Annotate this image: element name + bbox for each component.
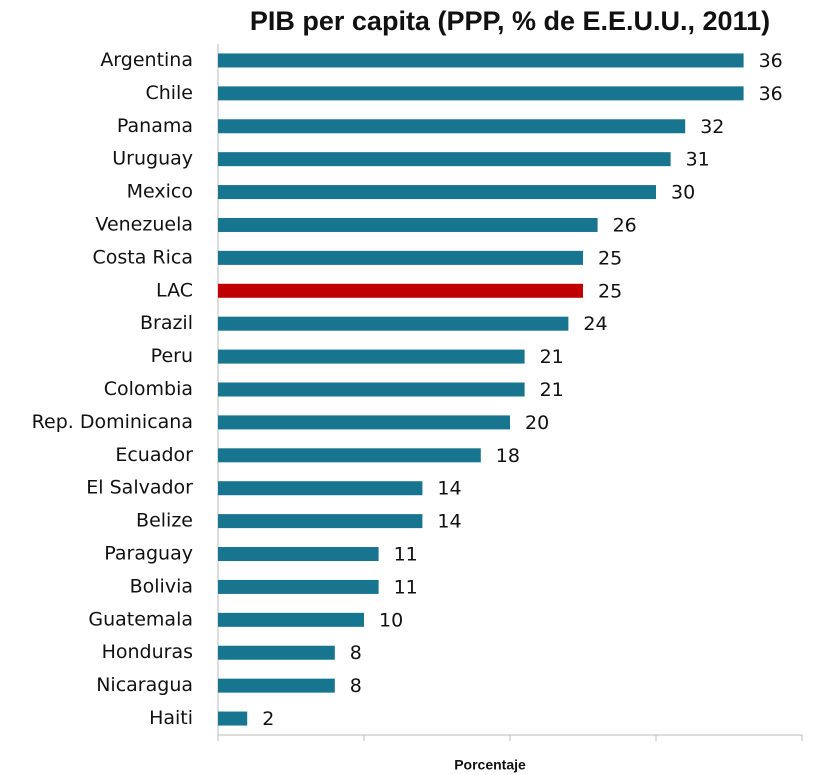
bar	[218, 612, 364, 627]
value-label: 36	[759, 50, 783, 72]
y-tick-label: Uruguay	[112, 148, 193, 170]
bar	[218, 448, 481, 463]
value-label: 10	[379, 609, 403, 631]
bar	[218, 415, 510, 430]
bar	[218, 349, 525, 364]
value-label: 11	[394, 576, 418, 598]
bar	[218, 547, 379, 562]
y-tick-label: Mexico	[127, 181, 193, 203]
bar	[218, 185, 656, 200]
bar	[218, 86, 744, 101]
y-tick-label: Rep. Dominicana	[32, 411, 193, 433]
value-label: 8	[350, 675, 362, 697]
value-label: 8	[350, 642, 362, 664]
value-label: 14	[437, 478, 461, 500]
value-label: 32	[700, 116, 724, 138]
chart-title: PIB per capita (PPP, % de E.E.U.U., 2011…	[250, 6, 770, 36]
y-tick-label: Peru	[151, 345, 193, 367]
y-tick-label: Honduras	[102, 641, 193, 663]
y-tick-label: Belize	[136, 510, 193, 532]
y-tick-label: Haiti	[149, 707, 193, 729]
value-label: 24	[583, 313, 607, 335]
y-tick-label: Ecuador	[115, 444, 193, 466]
y-tick-label: Costa Rica	[93, 246, 194, 268]
bar	[218, 217, 598, 232]
bar	[218, 678, 335, 693]
value-label: 2	[262, 708, 274, 730]
y-tick-label: LAC	[156, 279, 193, 301]
y-tick-label: Panama	[117, 115, 193, 137]
value-label: 21	[540, 346, 564, 368]
bar	[218, 711, 248, 726]
bar	[218, 152, 671, 167]
bar	[218, 250, 583, 265]
y-tick-label: Paraguay	[104, 543, 193, 565]
y-tick-label: El Salvador	[86, 477, 193, 499]
value-label: 11	[394, 544, 418, 566]
value-label: 20	[525, 412, 549, 434]
value-label: 36	[759, 83, 783, 105]
y-tick-label: Chile	[145, 82, 193, 104]
y-tick-label: Guatemala	[88, 608, 193, 630]
value-label: 18	[496, 445, 520, 467]
bar	[218, 316, 569, 331]
value-label: 14	[437, 511, 461, 533]
y-tick-label: Nicaragua	[96, 674, 193, 696]
bar	[218, 481, 423, 496]
y-tick-label: Bolivia	[130, 575, 193, 597]
value-label: 31	[686, 149, 710, 171]
x-axis-label: Porcentaje	[454, 757, 526, 773]
bar	[218, 53, 744, 68]
bar	[218, 119, 686, 134]
bar	[218, 645, 335, 660]
y-tick-label: Brazil	[140, 312, 193, 334]
bar	[218, 382, 525, 397]
bar	[218, 283, 583, 298]
y-tick-label: Argentina	[100, 49, 193, 71]
y-tick-label: Venezuela	[95, 213, 193, 235]
value-label: 25	[598, 280, 622, 302]
bar	[218, 579, 379, 594]
value-label: 21	[540, 379, 564, 401]
value-label: 25	[598, 247, 622, 269]
value-label: 26	[613, 214, 637, 236]
value-label: 30	[671, 182, 695, 204]
bar	[218, 514, 423, 529]
y-tick-label: Colombia	[104, 378, 193, 400]
